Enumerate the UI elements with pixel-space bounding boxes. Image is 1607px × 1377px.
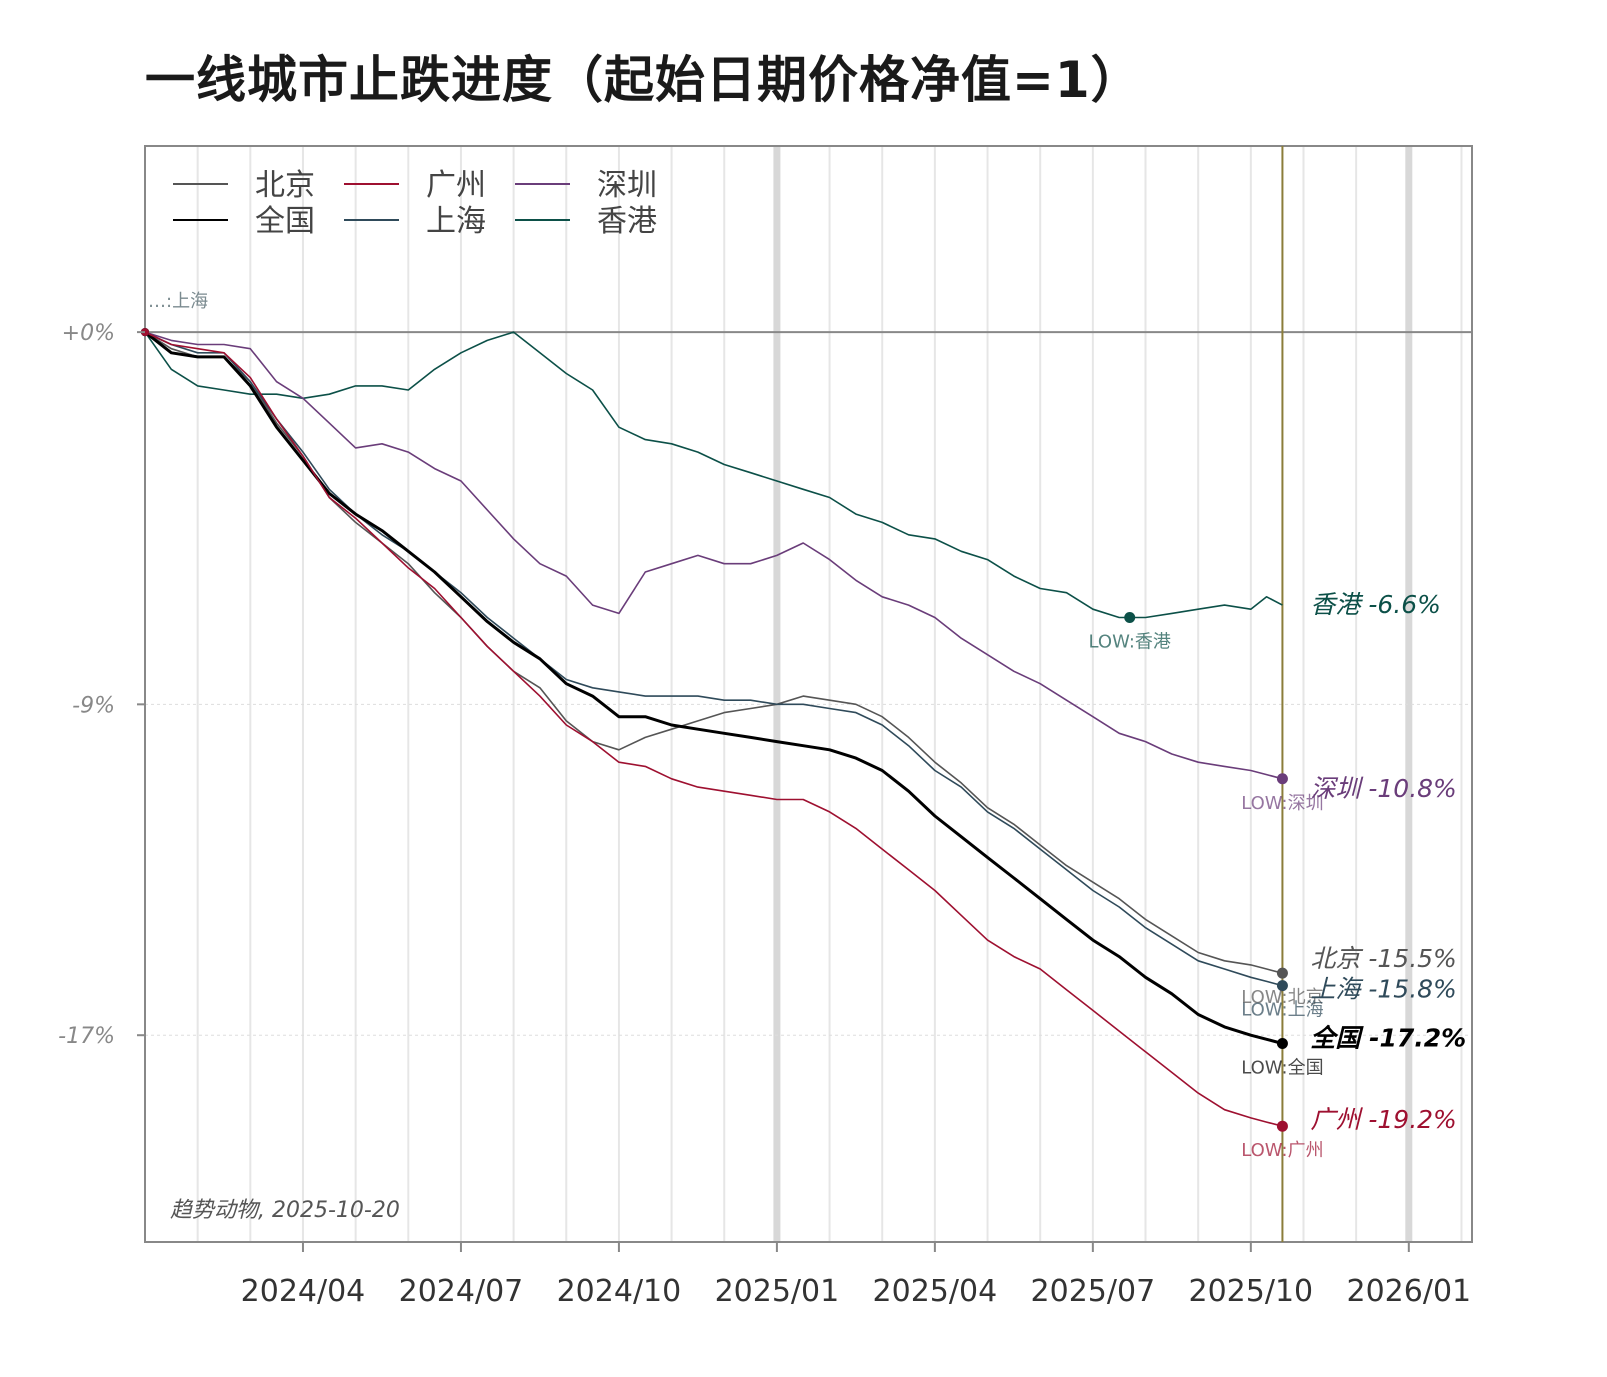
low-label-深圳: LOW:深圳 [1241,793,1323,814]
end-label-香港: 香港 -6.6% [1310,590,1440,619]
legend-label-深圳: 深圳 [597,168,657,203]
low-label-上海: LOW:上海 [1241,1000,1323,1021]
x-tick-label: 2025/07 [1031,1274,1156,1309]
series-markers [141,328,1288,1132]
low-point-北京 [1276,967,1288,979]
x-tick-label: 2024/04 [241,1274,366,1309]
y-tick-label: +0% [62,321,115,346]
low-label-全国: LOW:全国 [1241,1057,1323,1078]
end-label-深圳: 深圳 -10.8% [1310,774,1456,803]
gridlines [145,146,1472,1242]
series-line-上海 [144,331,1283,987]
series-line-广州 [144,331,1283,1127]
start-label: …:上海 [148,291,208,312]
low-label-北京: LOW:北京 [1241,987,1323,1008]
chart-title: 一线城市止跌进度（起始日期价格净值=1） [145,51,1142,109]
x-axis: 2024/04 2024/07 2024/10 2025/01 2025/04 2025/… [241,1242,1471,1309]
low-label-广州: LOW:广州 [1241,1140,1323,1161]
series-line-香港 [144,331,1283,619]
legend-label-北京: 北京 [255,168,315,203]
credit-text: 趋势动物, 2025-10-20 [170,1198,400,1223]
zero-line [145,146,1472,1242]
legend-label-上海: 上海 [426,204,486,239]
legend-label-广州: 广州 [426,168,486,203]
y-axis: +0% -9% -17% [58,321,145,1049]
end-label-上海: 上海 -15.8% [1310,975,1456,1004]
low-label-香港: LOW:香港 [1089,631,1171,652]
legend-label-全国: 全国 [255,204,315,239]
low-point-上海 [1276,980,1288,992]
end-label-北京: 北京 -15.5% [1310,944,1456,973]
x-tick-label: 2025/01 [715,1274,840,1309]
low-point-广州 [1276,1120,1288,1132]
series-line-深圳 [144,331,1283,780]
low-point-香港 [1124,611,1136,623]
legend-label-香港: 香港 [597,204,657,239]
series-line-全国 [144,330,1283,1045]
y-tick-label: -9% [72,693,115,718]
plot-frame [144,145,1473,1243]
x-tick-label: 2025/10 [1189,1274,1314,1309]
series-line-北京 [144,331,1283,974]
end-label-全国: 全国 -17.2% [1310,1023,1466,1052]
y-tick-label: -17% [58,1024,115,1049]
x-tick-label: 2026/01 [1346,1274,1471,1309]
end-label-广州: 广州 -19.2% [1310,1105,1456,1134]
x-tick-label: 2024/07 [399,1274,524,1309]
low-point-深圳 [1276,773,1288,785]
x-tick-label: 2024/10 [557,1274,682,1309]
x-tick-label: 2025/04 [873,1274,998,1309]
low-point-全国 [1276,1037,1288,1049]
series-lines [144,330,1283,1127]
